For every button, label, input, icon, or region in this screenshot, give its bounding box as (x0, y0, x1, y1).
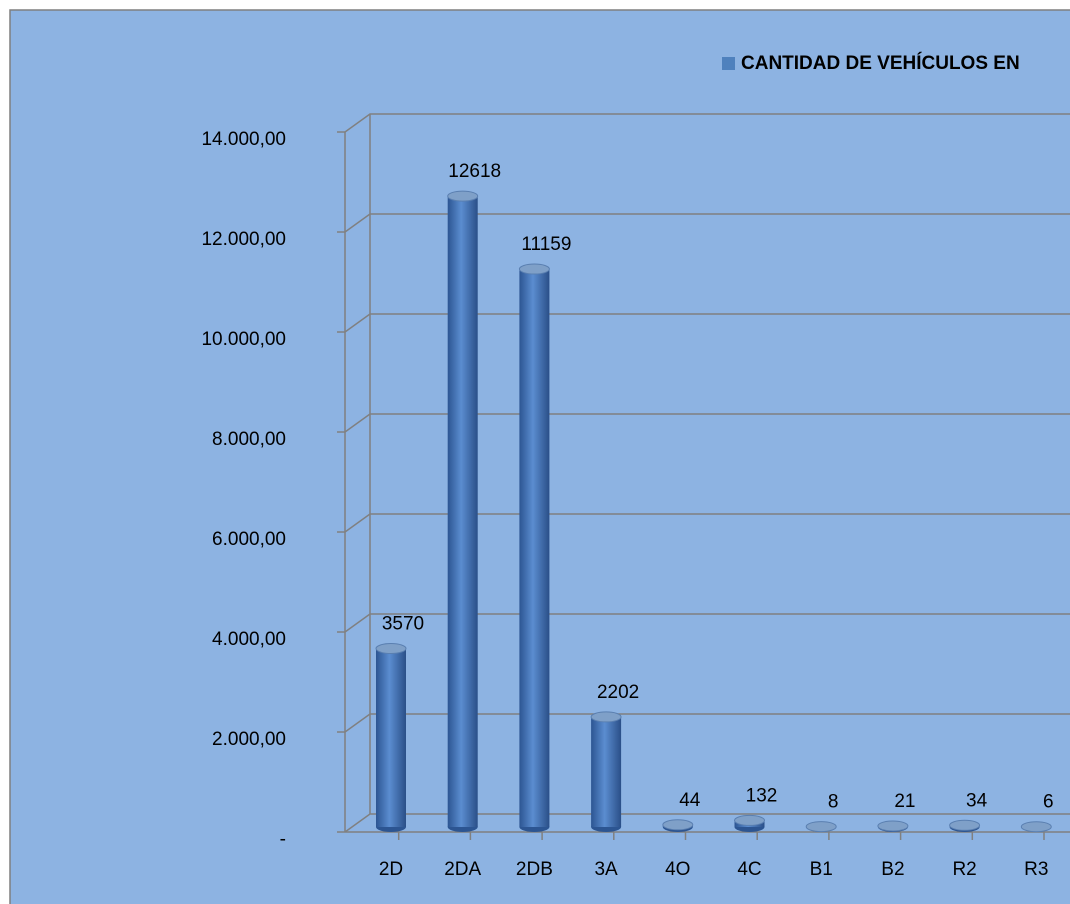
bar-top (662, 819, 694, 831)
bar (447, 196, 478, 828)
bar-top (805, 821, 837, 833)
y-tick-label: 12.000,00 (201, 229, 286, 250)
grid-line (344, 213, 1070, 233)
y-tick-label: - (280, 829, 286, 850)
data-label: 3570 (382, 614, 424, 635)
bar (591, 716, 622, 827)
bar-top (375, 643, 407, 654)
data-label: 12618 (448, 161, 501, 182)
x-tick-label: 2D (379, 859, 403, 880)
y-tick-label: 6.000,00 (212, 529, 286, 550)
data-label: 11159 (521, 234, 571, 255)
data-label: 34 (966, 790, 988, 811)
data-label: 21 (894, 791, 915, 812)
y-tick-label: 14.000,00 (201, 129, 286, 150)
bar-top (877, 820, 909, 832)
x-tick-label: 2DA (444, 859, 481, 880)
grid-line (344, 713, 1070, 733)
data-label: 2202 (597, 682, 639, 703)
grid-line (344, 313, 1070, 333)
bar-top (518, 263, 550, 275)
x-tick-label: R3 (1024, 859, 1048, 880)
y-tick-label: 2.000,00 (212, 729, 286, 750)
data-label: 8 (828, 792, 839, 813)
bar-top (1020, 821, 1052, 833)
x-tick-label: 3A (594, 859, 618, 880)
x-tick-label: 2DB (516, 859, 553, 880)
x-tick-label: 4O (665, 859, 690, 880)
legend-label: CANTIDAD DE VEHÍCULOS EN (741, 52, 1020, 74)
x-tick-label: 4C (737, 859, 761, 880)
legend-swatch (722, 57, 735, 70)
x-tick-label: B1 (810, 859, 833, 880)
y-tick-label: 10.000,00 (201, 329, 286, 350)
bar-top (447, 190, 479, 202)
data-label: 6 (1043, 792, 1054, 813)
x-tick-label: B2 (881, 859, 904, 880)
bar-top (590, 711, 622, 723)
bar-top (949, 819, 981, 831)
x-tick-label: R2 (952, 859, 976, 880)
bar (519, 269, 550, 827)
data-label: 44 (679, 790, 701, 811)
grid-line (344, 113, 1070, 133)
grid-line (344, 413, 1070, 433)
grid-line (344, 813, 1070, 833)
y-tick-label: 8.000,00 (212, 429, 286, 450)
grid-line (344, 613, 1070, 633)
bar-top (734, 814, 765, 826)
y-tick-label: 4.000,00 (212, 629, 286, 650)
grid-line (344, 513, 1070, 533)
data-label: 132 (746, 785, 778, 806)
bar (376, 648, 406, 827)
